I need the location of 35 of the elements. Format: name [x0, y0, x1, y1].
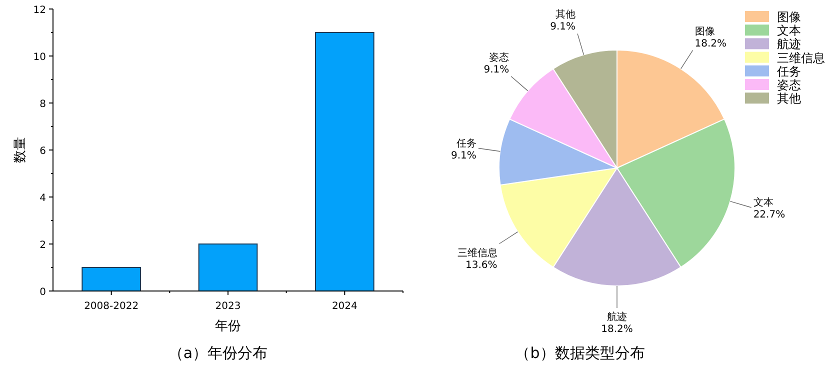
y-tick-label: 10	[33, 52, 46, 63]
legend-label: 文本	[777, 24, 801, 38]
text: （b）数据类型分布	[515, 344, 645, 362]
y-tick-label: 6	[40, 146, 46, 157]
x-tick-label: 2023	[215, 301, 241, 312]
x-axis-title: 年份	[215, 319, 241, 334]
x-tick-label: 2008-2022	[84, 301, 139, 312]
slice-label: 任务	[455, 137, 476, 150]
legend-label: 姿态	[777, 78, 801, 92]
slice-label: 图像	[694, 25, 715, 38]
slice-label: 其他	[556, 8, 576, 21]
data-label: 9.1%	[450, 150, 476, 162]
y-tick-label: 12	[33, 5, 46, 16]
y-tick-label: 4	[40, 193, 46, 204]
legend-label: 航迹	[777, 37, 801, 52]
data-label: 9.1%	[484, 64, 510, 76]
y-tick-label: 8	[40, 99, 46, 110]
legend-label: 三维信息	[777, 50, 825, 65]
data-label: 18.2%	[694, 38, 727, 50]
slice-label: 三维信息	[457, 246, 498, 259]
slice-label: 姿态	[489, 51, 510, 64]
x-tick-label: 2024	[332, 301, 358, 312]
legend-label: 其他	[777, 92, 801, 106]
data-label: 18.2%	[601, 324, 633, 335]
data-label: 9.1%	[550, 22, 576, 33]
y-tick-label: 0	[40, 287, 46, 298]
legend-label: 图像	[777, 10, 801, 24]
data-label: 13.6%	[465, 260, 498, 271]
slice-label: 文本	[753, 196, 774, 208]
y-tick-label: 2	[40, 240, 46, 251]
text: （a）年份分布	[168, 344, 268, 362]
legend-label: 任务	[776, 64, 801, 78]
data-label: 22.7%	[753, 209, 786, 220]
slice-label: 航迹	[607, 311, 627, 323]
y-axis-title: 数量	[13, 137, 28, 163]
